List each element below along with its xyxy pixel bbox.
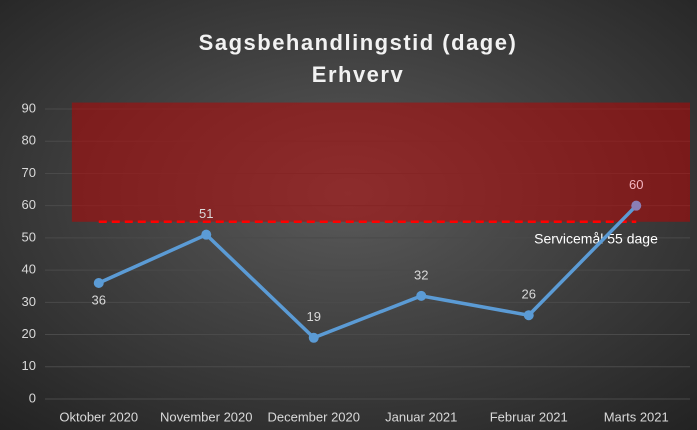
y-tick-label: 60 [22, 197, 36, 212]
chart-subtitle: Erhverv [312, 62, 404, 87]
chart-title: Sagsbehandlingstid (dage) [199, 30, 518, 55]
y-tick-label: 10 [22, 358, 36, 373]
x-tick-label: Oktober 2020 [59, 409, 138, 424]
data-label: 51 [199, 206, 213, 221]
x-tick-label: Februar 2021 [490, 409, 568, 424]
y-tick-label: 80 [22, 133, 36, 148]
y-tick-label: 30 [22, 294, 36, 309]
target-label: Servicemål 55 dage [534, 230, 658, 246]
x-tick-label: December 2020 [268, 409, 361, 424]
y-tick-label: 20 [22, 326, 36, 341]
y-tick-label: 0 [29, 390, 36, 405]
y-tick-label: 50 [22, 229, 36, 244]
x-tick-label: Januar 2021 [385, 409, 457, 424]
data-label: 60 [629, 177, 643, 192]
data-label: 26 [522, 287, 536, 302]
target-band [71, 102, 690, 222]
data-point [523, 310, 534, 321]
series-line [98, 204, 638, 340]
data-label: 32 [414, 267, 428, 282]
y-tick-label: 40 [22, 262, 36, 277]
data-point [201, 229, 212, 240]
y-tick-label: 70 [22, 165, 36, 180]
data-point [416, 290, 427, 301]
data-point [631, 200, 642, 211]
x-tick-label: November 2020 [160, 409, 253, 424]
data-label: 36 [92, 292, 106, 307]
data-point [308, 332, 319, 343]
y-tick-label: 90 [22, 100, 36, 115]
data-label: 19 [307, 309, 321, 324]
data-point [93, 278, 104, 288]
x-tick-label: Marts 2021 [604, 409, 669, 424]
